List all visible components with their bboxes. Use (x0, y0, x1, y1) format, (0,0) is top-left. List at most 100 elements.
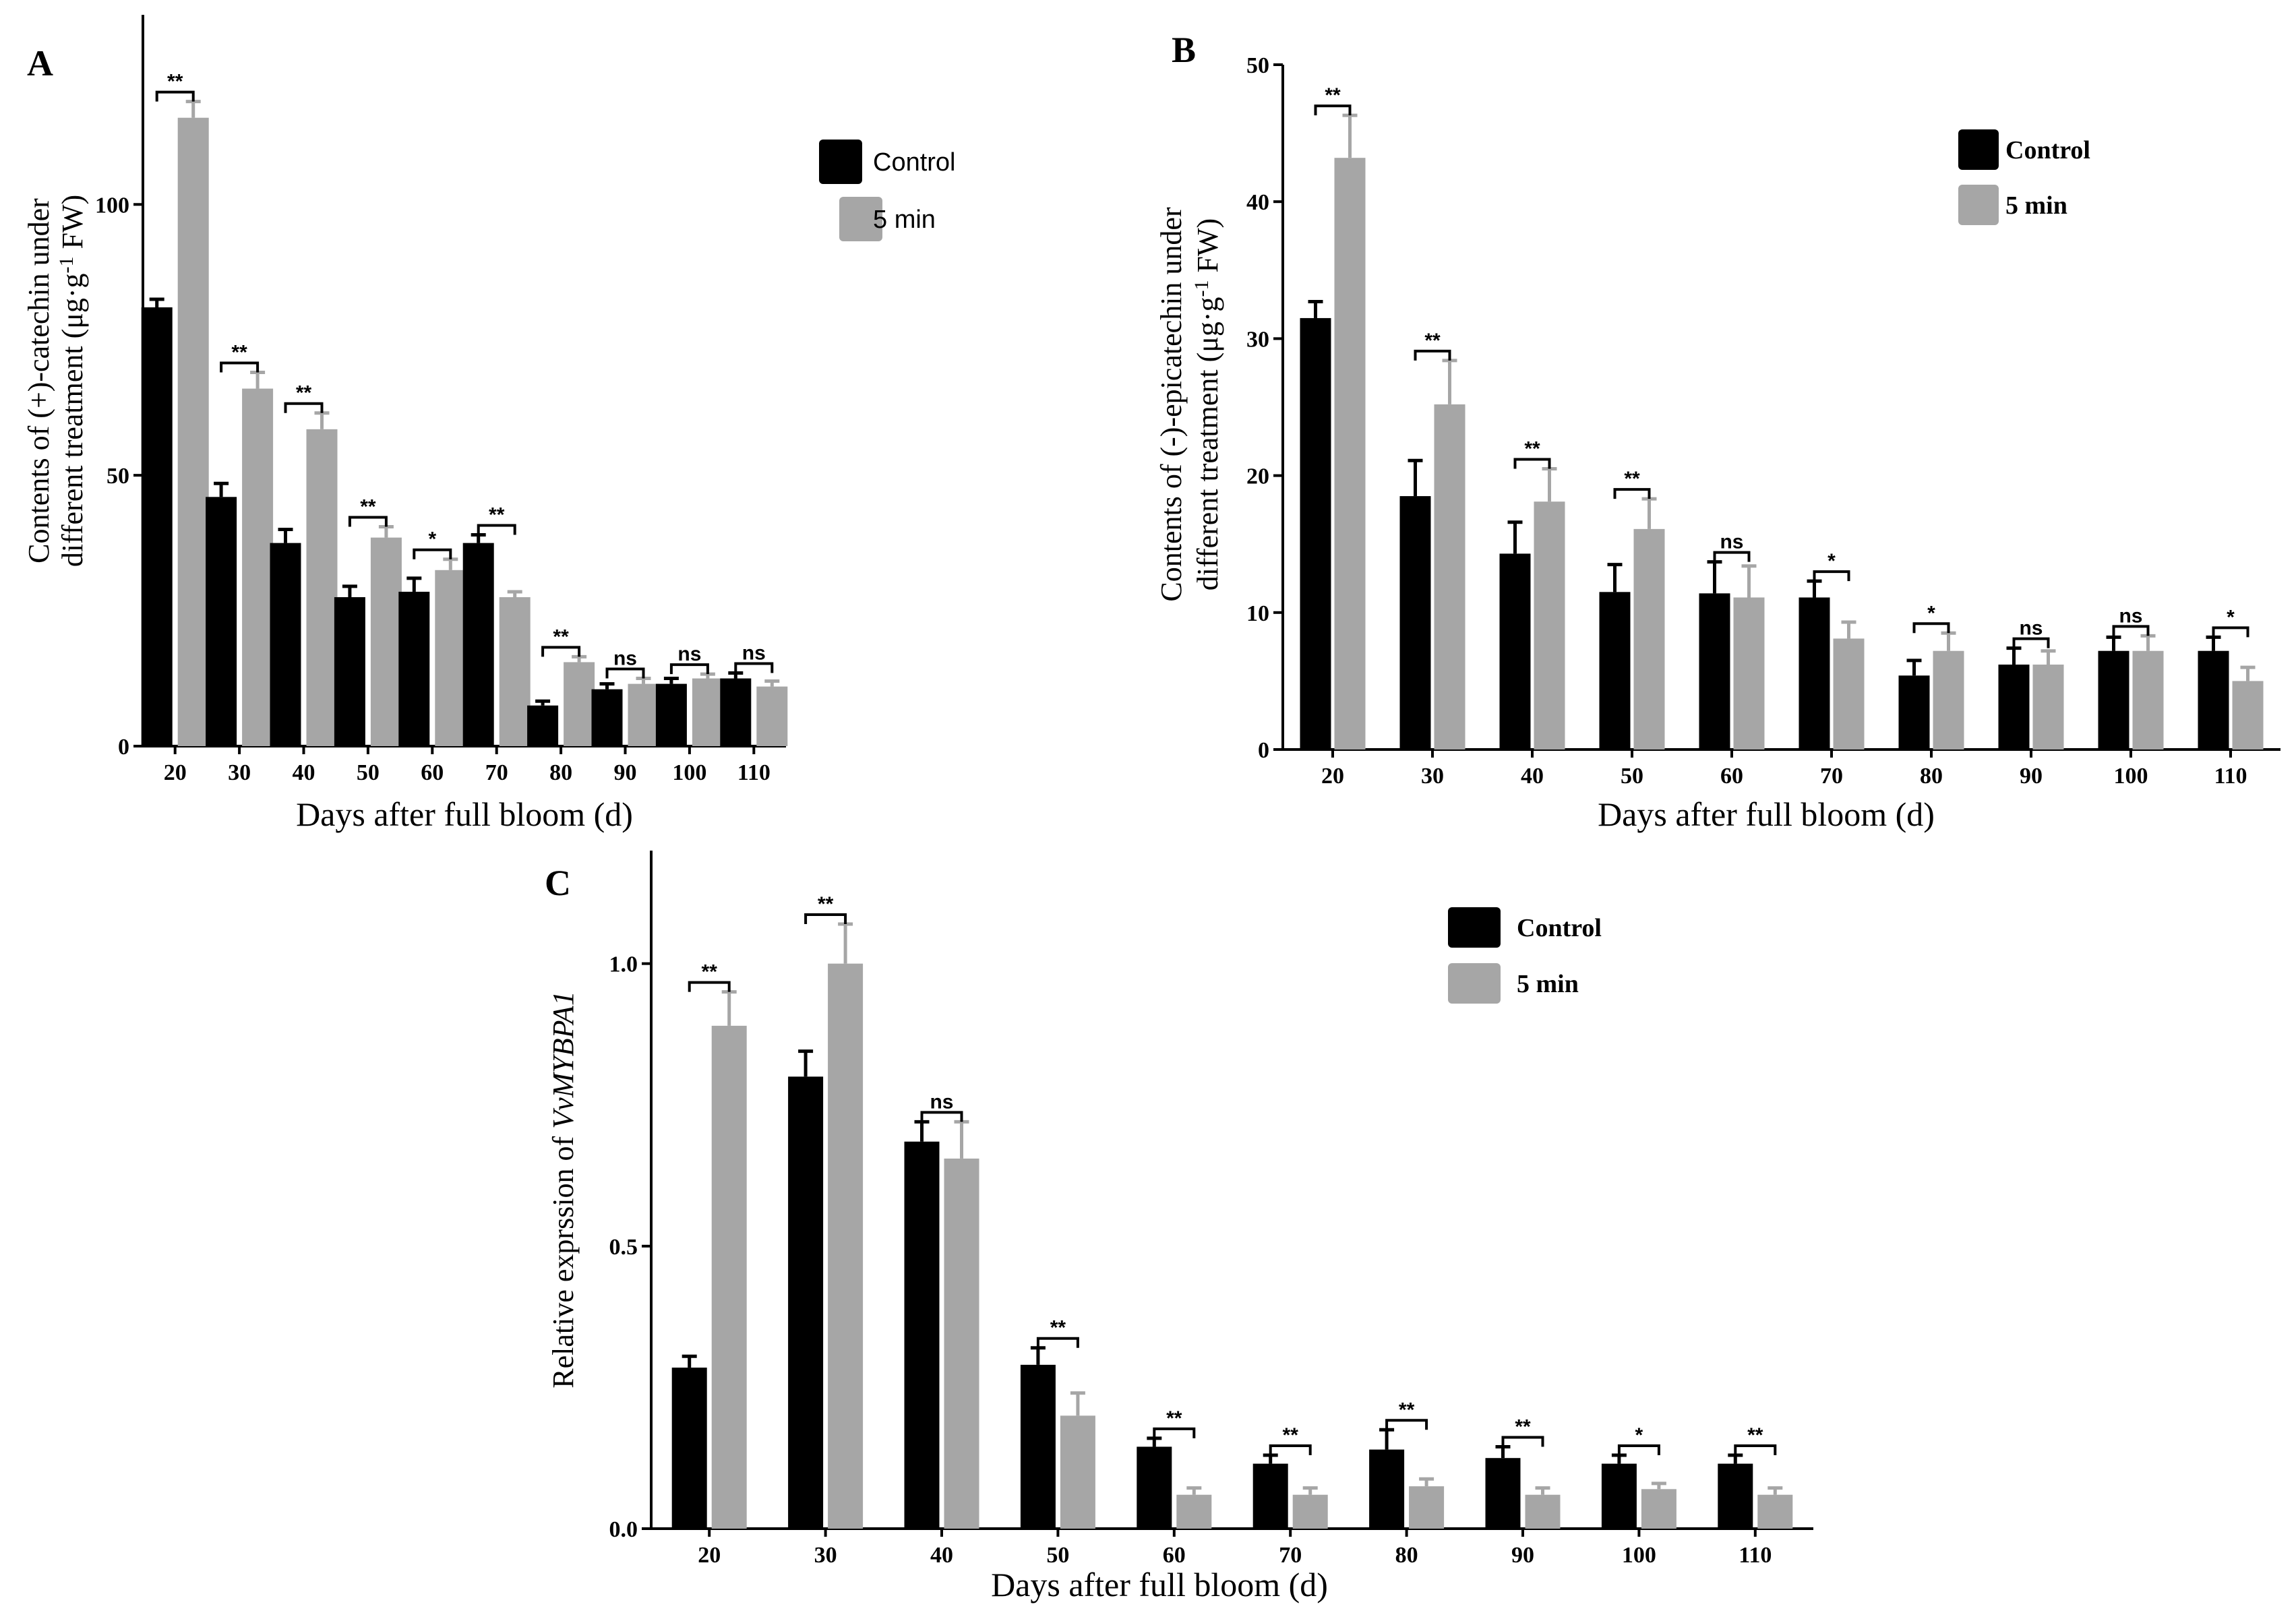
panel-b-significance-label: ns (2119, 605, 2142, 627)
panel-b-legend-label-control: Control (2005, 136, 2090, 164)
panel-a-treatment-bar (370, 537, 402, 746)
panel-c-control-bar (788, 1076, 824, 1529)
panel-b-control-bar (1399, 496, 1431, 750)
panel-b-significance-bracket (1613, 488, 1651, 499)
panel-a-letter: A (27, 43, 53, 84)
panel-b-significance-bracket (1414, 349, 1451, 361)
panel-c-significance-label: ** (1283, 1424, 1299, 1446)
panel-c-legend-label-treatment: 5 min (1517, 970, 1579, 998)
panel-a-x-tick-label: 100 (672, 760, 706, 785)
panel-c-x-tick-label: 90 (1511, 1543, 1534, 1568)
panel-b-treatment-bar (1334, 158, 1366, 750)
panel-a-significance-bracket (348, 516, 388, 527)
panel-c-x-tick-label: 110 (1739, 1543, 1772, 1568)
panel-a-significance-label: ** (167, 71, 183, 93)
panel-a-significance-label: ** (296, 382, 312, 404)
panel-c-significance-bracket (1153, 1427, 1196, 1438)
panel-a-control-bar (334, 597, 365, 746)
panel-b-x-tick-label: 70 (1820, 764, 1843, 789)
panel-c-x-tick-label: 70 (1279, 1543, 1302, 1568)
panel-c-x-tick-label: 100 (1622, 1543, 1656, 1568)
panel-b-significance-label: * (1827, 550, 1836, 572)
panel-c-significance-label: * (1635, 1424, 1643, 1446)
panel-b-y-tick-label: 30 (1246, 327, 1269, 352)
panel-c-y-tick-label: 1.0 (609, 952, 638, 977)
panel-a-chart: 0 50 100 20 ** 30 ** 40 ** 50 ** 60 * 70 ** 80 ** 90 ns 100… (22, 15, 956, 833)
panel-a-significance-bracket (669, 663, 709, 675)
panel-a-x-tick-label: 90 (614, 760, 637, 785)
panel-c-significance-bracket (688, 981, 731, 992)
panel-b-y-tick-label: 40 (1246, 190, 1269, 215)
panel-b-x-tick-label: 90 (2020, 764, 2043, 789)
panel-c-treatment-bar (828, 963, 864, 1529)
panel-b-x-tick-label: 60 (1720, 764, 1743, 789)
panel-c-y-tick-label: 0.0 (609, 1517, 638, 1542)
panel-b-x-axis-label: Days after full bloom (d) (1598, 795, 1935, 833)
panel-a-legend-swatch-control (819, 140, 862, 184)
panel-b-significance-label: ** (1524, 437, 1540, 460)
panel-c-significance-bracket (1501, 1436, 1544, 1447)
panel-b-control-bar (1300, 317, 1331, 750)
panel-b-y-axis-label: Contents of (-)-epicatechin under differe… (1155, 207, 1224, 602)
panel-b-control-bar (1898, 675, 1930, 750)
panel-b-control-bar (1699, 593, 1730, 750)
panel-c-treatment-bar (1409, 1486, 1445, 1529)
panel-b-control-bar (1799, 597, 1830, 750)
panel-c-y-tick-label: 0.5 (609, 1235, 638, 1260)
panel-c-significance-label: ** (1399, 1399, 1415, 1421)
panel-c-treatment-bar (1641, 1489, 1676, 1529)
panel-c-legend-swatch-treatment (1448, 963, 1501, 1004)
panel-b-treatment-bar (1733, 597, 1765, 750)
panel-b-significance-bracket (2112, 625, 2150, 636)
panel-b-treatment-bar (2232, 681, 2264, 750)
panel-a-significance-label: * (428, 528, 436, 551)
panel-c-y-axis-label-text: Relative exprssion of (547, 1129, 580, 1388)
panel-b-significance-bracket (2012, 637, 2050, 648)
panel-a-significance-bracket (734, 662, 774, 673)
panel-c-significance-label: ** (702, 961, 718, 983)
panel-b-x-tick-label: 100 (2114, 764, 2148, 789)
panel-c-significance-bracket (1269, 1444, 1312, 1456)
panel-a-significance-label: ** (553, 625, 569, 648)
panel-b-significance-bracket (1513, 458, 1551, 469)
panel-a-treatment-bar (435, 570, 466, 746)
panel-a-x-tick-label: 20 (164, 760, 187, 785)
panel-c-x-tick-label: 80 (1395, 1543, 1418, 1568)
panel-c-legend-swatch-control (1448, 907, 1501, 948)
panel-c-control-bar (1252, 1463, 1288, 1529)
panel-b-significance-label: ** (1424, 330, 1441, 352)
panel-a-treatment-bar (692, 678, 723, 746)
panel-c-y-axis-label: Relative exprssion of VvMYBPA1 (547, 991, 580, 1388)
panel-b-control-bar (1499, 553, 1531, 750)
panel-a-x-tick-label: 60 (421, 760, 444, 785)
panel-c-significance-label: ** (1050, 1317, 1066, 1339)
panel-c-significance-label: ** (1747, 1424, 1763, 1446)
panel-c-significance-label: ** (1166, 1407, 1182, 1430)
panel-b-significance-label: ns (1720, 531, 1743, 553)
panel-a-treatment-bar (306, 429, 338, 746)
panel-a-control-bar (720, 678, 752, 746)
panel-b-y-axis-label-superscript: -1 (1190, 280, 1213, 297)
panel-c-control-bar (1718, 1463, 1753, 1529)
panel-a-y-axis-label-line1: Contents of (+)-catechin under (22, 198, 55, 563)
panel-a-treatment-bar (177, 117, 209, 746)
panel-b-significance-bracket (1713, 551, 1751, 562)
panel-a-y-tick-label: 0 (118, 735, 129, 760)
panel-b-significance-bracket (1912, 622, 1950, 634)
panel-a-legend-swatch-treatment (839, 197, 882, 241)
panel-b-treatment-bar (1534, 501, 1565, 750)
panel-a-significance-bracket (413, 548, 452, 559)
panel-a-y-axis-label-line2: different treatment (μg·g (56, 273, 89, 567)
panel-c-treatment-bar (711, 1025, 747, 1529)
panel-c-x-axis-label: Days after full bloom (d) (991, 1566, 1328, 1603)
panel-b-significance-label: ** (1325, 84, 1341, 106)
panel-b-treatment-bar (1933, 650, 1964, 750)
panel-b-y-tick-label: 50 (1246, 53, 1269, 78)
panel-b-x-tick-label: 30 (1421, 764, 1444, 789)
panel-c-control-bar (1601, 1463, 1637, 1529)
panel-c-control-bar (671, 1368, 707, 1529)
panel-c-treatment-bar (944, 1158, 979, 1529)
panel-a-x-tick-label: 80 (549, 760, 572, 785)
panel-b-x-tick-label: 50 (1621, 764, 1643, 789)
